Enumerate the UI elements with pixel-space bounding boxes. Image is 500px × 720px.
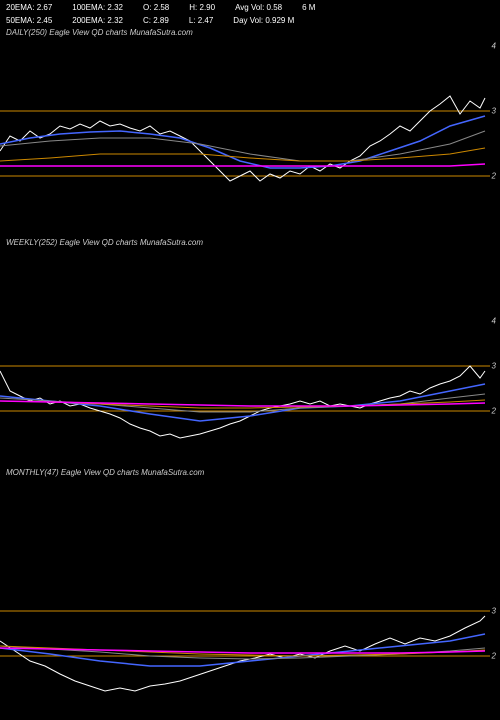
stat-close: C: 2.89 [143, 16, 169, 25]
charts-container: DAILY(250) Eagle View QD charts MunafaSu… [0, 26, 500, 701]
y-axis-label: 2 [492, 652, 496, 661]
chart-svg-monthly [0, 466, 490, 701]
chart-monthly: MONTHLY(47) Eagle View QD charts MunafaS… [0, 466, 500, 701]
chart-title-monthly: MONTHLY(47) Eagle View QD charts MunafaS… [6, 468, 204, 477]
stat-100ema: 100EMA: 2.32 [72, 3, 123, 12]
stat-open: O: 2.58 [143, 3, 169, 12]
series-ema20 [0, 116, 485, 168]
y-axis-label: 3 [492, 107, 496, 116]
stat-low: L: 2.47 [189, 16, 213, 25]
chart-svg-daily [0, 26, 490, 236]
stat-avgvol: Avg Vol: 0.58 [235, 3, 282, 12]
series-ema100 [0, 148, 485, 161]
chart-svg-weekly [0, 236, 490, 466]
series-ema200 [0, 164, 485, 166]
chart-daily: DAILY(250) Eagle View QD charts MunafaSu… [0, 26, 500, 236]
chart-weekly: WEEKLY(252) Eagle View QD charts MunafaS… [0, 236, 500, 466]
stat-20ema: 20EMA: 2.67 [6, 3, 52, 12]
stat-dayvol: Day Vol: 0.929 M [233, 16, 294, 25]
chart-title-daily: DAILY(250) Eagle View QD charts MunafaSu… [6, 28, 193, 37]
stats-header: 20EMA: 2.67 100EMA: 2.32 O: 2.58 H: 2.90… [0, 0, 500, 26]
y-axis-label: 2 [492, 172, 496, 181]
stat-200ema: 200EMA: 2.32 [72, 16, 123, 25]
stat-period: 6 M [302, 3, 315, 12]
y-axis-label: 2 [492, 407, 496, 416]
chart-title-weekly: WEEKLY(252) Eagle View QD charts MunafaS… [6, 238, 203, 247]
stat-high: H: 2.90 [189, 3, 215, 12]
y-axis-label: 4 [492, 317, 496, 326]
series-price [0, 96, 485, 181]
stats-row-1: 20EMA: 2.67 100EMA: 2.32 O: 2.58 H: 2.90… [0, 0, 500, 13]
y-axis-label: 3 [492, 607, 496, 616]
stats-row-2: 50EMA: 2.45 200EMA: 2.32 C: 2.89 L: 2.47… [0, 13, 500, 26]
y-axis-label: 3 [492, 362, 496, 371]
series-ema100 [0, 646, 485, 656]
stat-50ema: 50EMA: 2.45 [6, 16, 52, 25]
y-axis-label: 4 [492, 42, 496, 51]
